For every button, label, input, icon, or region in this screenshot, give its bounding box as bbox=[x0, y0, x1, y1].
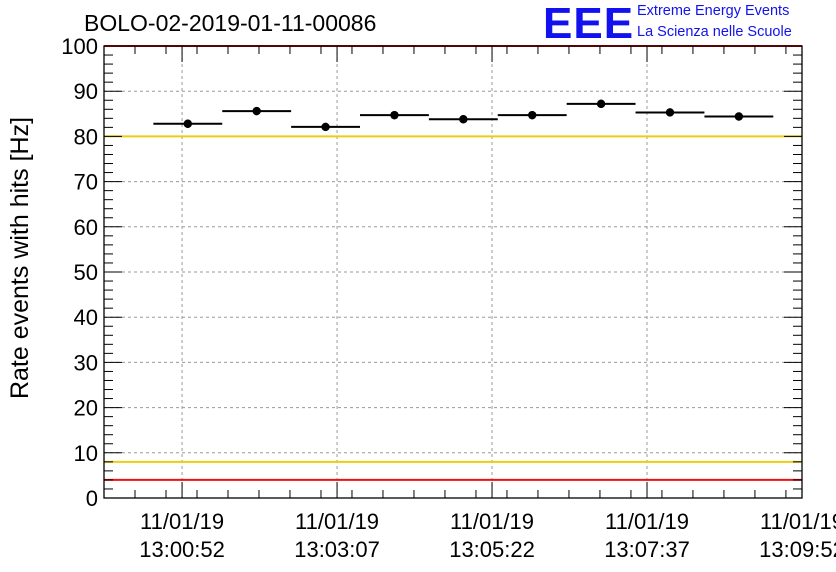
x-tick-labels: 11/01/19 13:00:52 11/01/19 13:03:07 11/01/19… bbox=[139, 509, 836, 562]
data-point bbox=[635, 108, 705, 117]
eee-logo: EEE bbox=[543, 0, 635, 48]
x-tick-time: 13:07:37 bbox=[604, 537, 690, 562]
point-marker bbox=[528, 110, 537, 120]
data-point bbox=[291, 122, 361, 132]
x-tick-date: 11/01/19 bbox=[605, 509, 689, 534]
data-point bbox=[360, 110, 429, 120]
chart-title: BOLO-02-2019-01-11-00086 bbox=[84, 10, 377, 36]
point-marker bbox=[665, 108, 675, 117]
point-marker bbox=[321, 122, 330, 132]
point-marker bbox=[734, 112, 744, 121]
y-tick-label: 10 bbox=[74, 441, 98, 466]
y-tick-labels: 0 10 20 30 40 50 60 70 80 90 100 bbox=[61, 34, 98, 511]
x-tick-time: 13:05:22 bbox=[449, 537, 535, 562]
point-marker bbox=[183, 119, 193, 128]
point-marker bbox=[252, 106, 261, 116]
y-tick-label: 70 bbox=[74, 170, 98, 195]
x-tick-date: 11/01/19 bbox=[140, 509, 224, 534]
logo-line-2: La Scienza nelle Scuole bbox=[637, 24, 792, 40]
y-tick-label: 0 bbox=[86, 486, 98, 511]
y-tick-label: 30 bbox=[74, 350, 98, 375]
y-tick-label: 50 bbox=[74, 260, 98, 285]
data-point bbox=[428, 115, 498, 124]
x-tick-date: 11/01/19 bbox=[760, 509, 836, 534]
data-point bbox=[222, 106, 292, 116]
x-tick-time: 13:03:07 bbox=[294, 537, 380, 562]
logo-line-1: Extreme Energy Events bbox=[637, 3, 790, 19]
x-tick-date: 11/01/19 bbox=[295, 509, 379, 534]
data-point bbox=[497, 110, 567, 120]
grid-lines bbox=[104, 46, 803, 498]
data-point bbox=[566, 99, 636, 109]
point-marker bbox=[390, 110, 399, 120]
x-tick-time: 13:00:52 bbox=[139, 537, 225, 562]
y-tick-label: 40 bbox=[74, 305, 98, 330]
data-points bbox=[153, 99, 774, 132]
y-axis-label: Rate events with hits [Hz] bbox=[6, 117, 34, 399]
y-tick-label: 90 bbox=[74, 79, 98, 104]
data-point bbox=[153, 119, 223, 128]
y-tick-label: 80 bbox=[74, 124, 98, 149]
reference-lines bbox=[104, 45, 802, 481]
point-marker bbox=[459, 115, 468, 124]
x-tick-date: 11/01/19 bbox=[450, 509, 534, 534]
data-point bbox=[704, 112, 774, 121]
point-marker bbox=[596, 99, 606, 109]
y-tick-label: 20 bbox=[74, 396, 98, 421]
y-tick-label: 100 bbox=[61, 34, 98, 59]
y-tick-label: 60 bbox=[74, 215, 98, 240]
x-tick-time: 13:09:52 bbox=[759, 537, 836, 562]
axis-ticks bbox=[103, 45, 803, 499]
